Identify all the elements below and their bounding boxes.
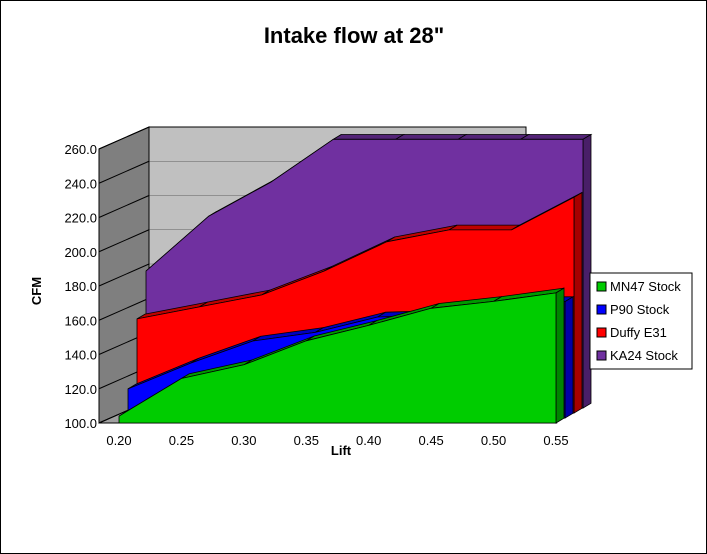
legend-label: P90 Stock [610,302,670,317]
x-tick-label: 0.20 [106,433,131,448]
legend-swatch [596,304,607,315]
legend-swatch [596,327,607,338]
series-top-edge [447,224,522,231]
gridline-side [98,229,150,253]
y-tick-label: 160.0 [64,313,97,328]
legend-label: KA24 Stock [610,348,678,363]
series-end-cap [573,191,583,414]
series-top-edge [456,134,531,140]
gridline-side [98,126,150,150]
legend-label: MN47 Stock [610,279,681,294]
gridline-side [98,263,150,287]
x-tick-label: 0.30 [231,433,256,448]
gridline-side [98,195,150,218]
y-tick-label: 260.0 [64,142,97,157]
series-area [118,292,557,424]
x-tick-label: 0.55 [543,433,568,448]
x-tick-label: 0.45 [418,433,443,448]
chart-title: Intake flow at 28" [264,23,444,48]
y-tick-label: 100.0 [64,416,97,431]
legend-swatch [596,281,607,292]
x-tick-label: 0.35 [294,433,319,448]
y-axis-label: CFM [29,277,44,305]
gridline-side [98,297,150,321]
series-top-edge [519,134,593,140]
legend-box [589,272,693,370]
x-tick-label: 0.50 [481,433,506,448]
series-end-cap [564,296,574,419]
x-axis-label: Lift [331,443,352,458]
y-tick-label: 140.0 [64,348,97,363]
gridline-side [98,160,150,184]
x-tick-label: 0.40 [356,433,381,448]
legend-label: Duffy E31 [610,325,667,340]
y-tick-label: 220.0 [64,211,97,226]
legend-swatch [596,350,607,361]
series-end-cap [555,287,565,424]
y-tick-label: 180.0 [64,279,97,294]
y-tick-label: 240.0 [64,176,97,191]
y-tick-label: 120.0 [64,382,97,397]
series-top-edge [331,134,406,140]
y-tick-label: 200.0 [64,245,97,260]
series-mn47-stock [118,287,565,424]
x-tick-label: 0.25 [169,433,194,448]
series-top-edge [394,134,468,140]
